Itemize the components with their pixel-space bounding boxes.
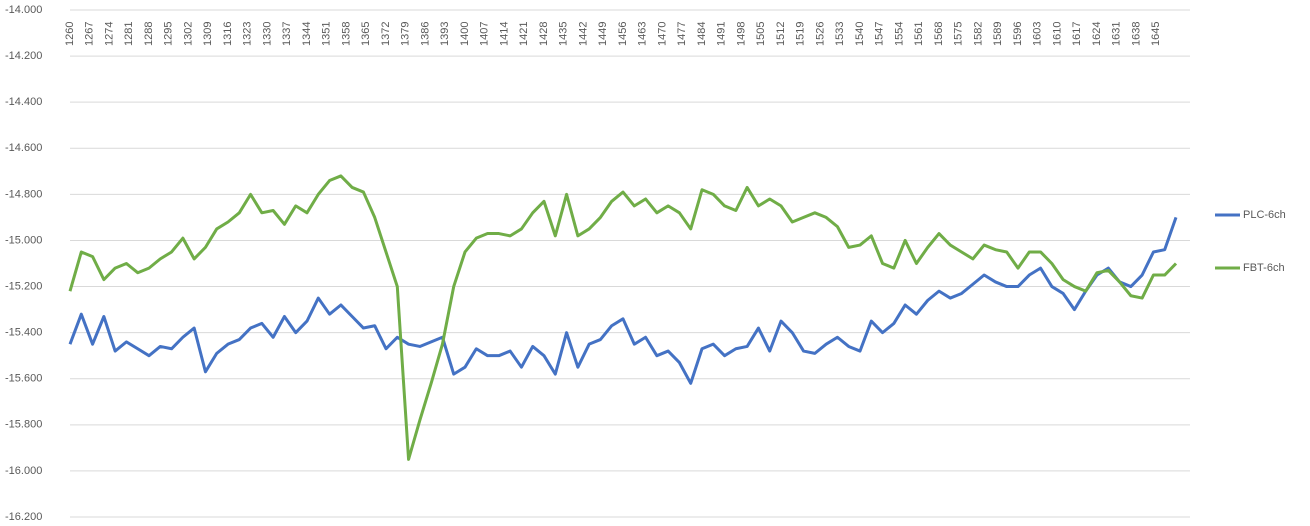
x-tick-label: 1456 [617,22,629,46]
x-tick-label: 1491 [716,22,728,46]
y-tick-label: -15.000 [5,234,42,246]
x-tick-label: 1603 [1032,22,1044,46]
x-tick-label: 1407 [479,22,491,46]
x-tick-label: 1554 [893,22,905,46]
x-tick-label: 1421 [518,22,530,46]
x-tick-label: 1519 [795,22,807,46]
y-tick-label: -14.200 [5,50,42,62]
x-tick-label: 1435 [558,22,570,46]
x-tick-label: 1302 [182,22,194,46]
x-tick-label: 1638 [1130,22,1142,46]
y-tick-label: -15.800 [5,419,42,431]
x-tick-label: 1645 [1150,22,1162,46]
legend-label: FBT-6ch [1243,262,1285,274]
x-tick-label: 1442 [577,22,589,46]
x-tick-label: 1393 [439,22,451,46]
series-line [68,174,1178,461]
x-tick-label: 1540 [854,22,866,46]
x-tick-label: 1337 [281,22,293,46]
x-tick-label: 1617 [1071,22,1083,46]
x-tick-label: 1575 [953,22,965,46]
x-tick-label: 1547 [874,22,886,46]
x-tick-label: 1309 [202,22,214,46]
legend-label: PLC-6ch [1243,209,1286,221]
x-tick-label: 1295 [163,22,175,46]
x-tick-label: 1533 [834,22,846,46]
x-tick-label: 1379 [400,22,412,46]
x-tick-label: 1267 [84,22,96,46]
x-tick-label: 1288 [143,22,155,46]
x-tick-label: 1323 [242,22,254,46]
x-tick-label: 1449 [597,22,609,46]
x-tick-label: 1358 [340,22,352,46]
x-tick-label: 1365 [360,22,372,46]
x-tick-label: 1610 [1051,22,1063,46]
x-tick-label: 1372 [380,22,392,46]
x-tick-label: 1260 [64,22,76,46]
series-line [68,216,1178,385]
x-tick-label: 1463 [637,22,649,46]
x-tick-label: 1624 [1091,22,1103,46]
y-tick-label: -14.400 [5,96,42,108]
x-tick-label: 1274 [103,22,115,46]
x-tick-label: 1484 [696,22,708,46]
y-tick-label: -15.200 [5,280,42,292]
x-tick-label: 1512 [775,22,787,46]
x-tick-label: 1414 [498,22,510,46]
x-tick-label: 1351 [321,22,333,46]
y-tick-label: -14.600 [5,142,42,154]
x-tick-label: 1281 [123,22,135,46]
x-tick-label: 1344 [301,22,313,46]
y-tick-label: -16.000 [5,465,42,477]
x-tick-label: 1400 [459,22,471,46]
x-tick-label: 1596 [1012,22,1024,46]
y-tick-label: -14.000 [5,4,42,16]
y-tick-label: -15.600 [5,373,42,385]
x-tick-label: 1561 [913,22,925,46]
x-tick-label: 1477 [676,22,688,46]
y-tick-label: -16.200 [5,511,42,523]
y-tick-label: -15.400 [5,327,42,339]
x-tick-label: 1568 [933,22,945,46]
y-tick-label: -14.800 [5,188,42,200]
x-tick-label: 1316 [222,22,234,46]
x-tick-label: 1505 [755,22,767,46]
x-tick-label: 1582 [972,22,984,46]
x-tick-label: 1330 [261,22,273,46]
x-tick-label: 1428 [538,22,550,46]
x-tick-label: 1526 [814,22,826,46]
x-tick-label: 1589 [992,22,1004,46]
x-tick-label: 1386 [419,22,431,46]
x-tick-label: 1498 [735,22,747,46]
x-tick-label: 1470 [656,22,668,46]
x-tick-label: 1631 [1111,22,1123,46]
